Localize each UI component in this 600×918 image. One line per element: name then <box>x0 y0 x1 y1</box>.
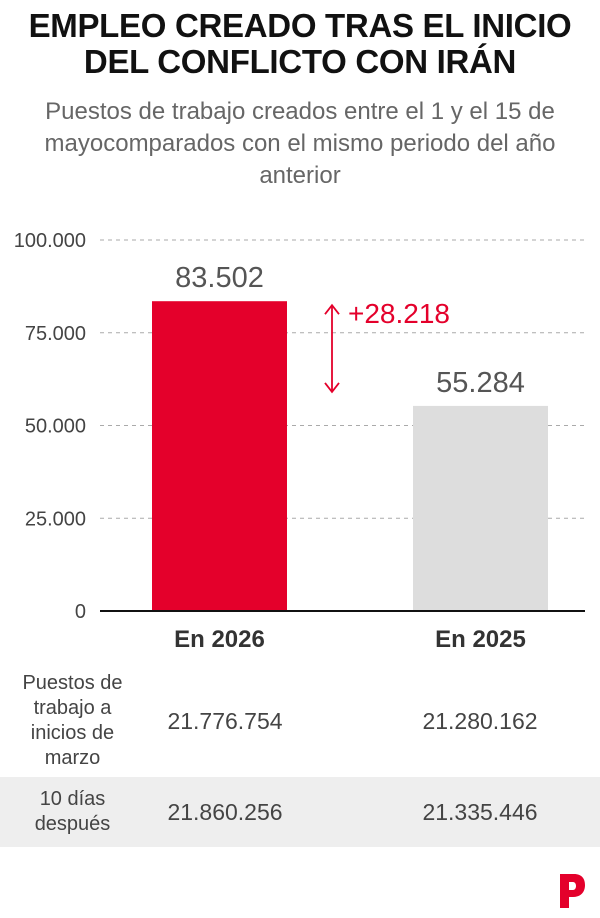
y-tick-label: 75.000 <box>25 323 86 345</box>
table-cell: 21.860.256 <box>167 798 283 825</box>
table-row-label: Puestos de trabajo a inicios de marzo <box>22 672 123 769</box>
bar-value-label: 83.502 <box>175 262 264 294</box>
bar <box>413 405 548 611</box>
table-row: 10 días después 21.860.256 21.335.446 <box>0 777 600 847</box>
y-tick-label: 100.000 <box>14 230 86 252</box>
table-row-label: 10 días después <box>34 788 111 835</box>
x-category-label: En 2025 <box>435 626 526 653</box>
bar <box>152 301 287 611</box>
arrow-head-down <box>324 382 340 394</box>
y-tick-label: 50.000 <box>25 416 86 438</box>
table-cell: 21.335.446 <box>422 798 538 825</box>
y-tick-label: 25.000 <box>25 508 86 530</box>
x-category-label: En 2026 <box>174 626 265 653</box>
difference-label: +28.218 <box>348 298 450 329</box>
chart-subtitle: Puestos de trabajo creados entre el 1 y … <box>44 98 556 189</box>
y-tick-label: 0 <box>75 601 86 623</box>
chart-title: EMPLEO CREADO TRAS EL INICIO DEL CONFLIC… <box>28 7 572 80</box>
table-cell: 21.776.754 <box>167 707 283 734</box>
table-row: Puestos de trabajo a inicios de marzo 21… <box>0 665 600 777</box>
bar-value-label: 55.284 <box>436 367 525 399</box>
arrow-head-up <box>324 303 340 315</box>
bar-chart: 0 25.000 50.000 75.000 100.000 83.502 En 2026 5… <box>14 230 585 653</box>
table-cell: 21.280.162 <box>422 707 538 734</box>
publisher-logo-icon <box>560 874 585 908</box>
